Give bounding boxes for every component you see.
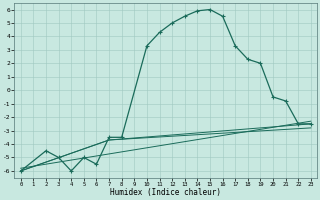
X-axis label: Humidex (Indice chaleur): Humidex (Indice chaleur) [110,188,221,197]
